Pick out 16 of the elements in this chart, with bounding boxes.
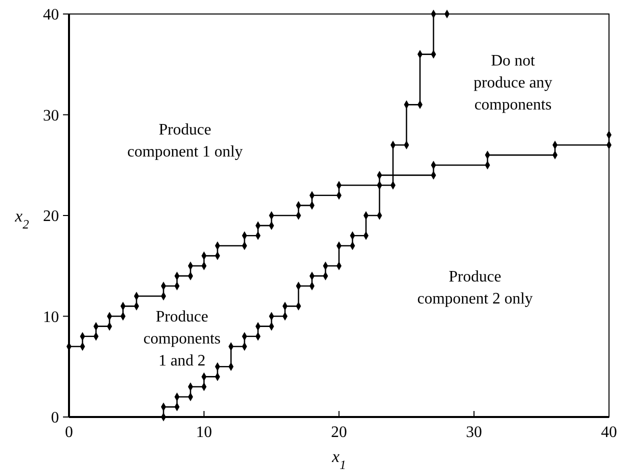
x-tick-label: 40: [601, 424, 617, 441]
x-tick-label: 30: [466, 424, 482, 441]
y-axis-title: x$_{2}$: [14, 206, 30, 232]
y-tick-label: 10: [43, 308, 59, 326]
y-tick-label: 0: [51, 410, 59, 427]
x-tick-label: 0: [65, 424, 73, 441]
x-tick-label: 20: [331, 424, 347, 441]
annotation: Produce component 1 only: [127, 122, 243, 161]
y-tick-label: 20: [43, 208, 59, 226]
y-tick-label: 40: [43, 6, 59, 24]
annotation: Produce component 2 only: [417, 268, 533, 308]
annotation: Produce components 1 and 2: [143, 308, 221, 370]
y-tick-label: 30: [43, 107, 59, 124]
annotation: Do not produce any components: [474, 52, 552, 114]
x-tick-label: 10: [196, 424, 212, 441]
x-axis-title: x$_{1}$: [331, 447, 346, 470]
